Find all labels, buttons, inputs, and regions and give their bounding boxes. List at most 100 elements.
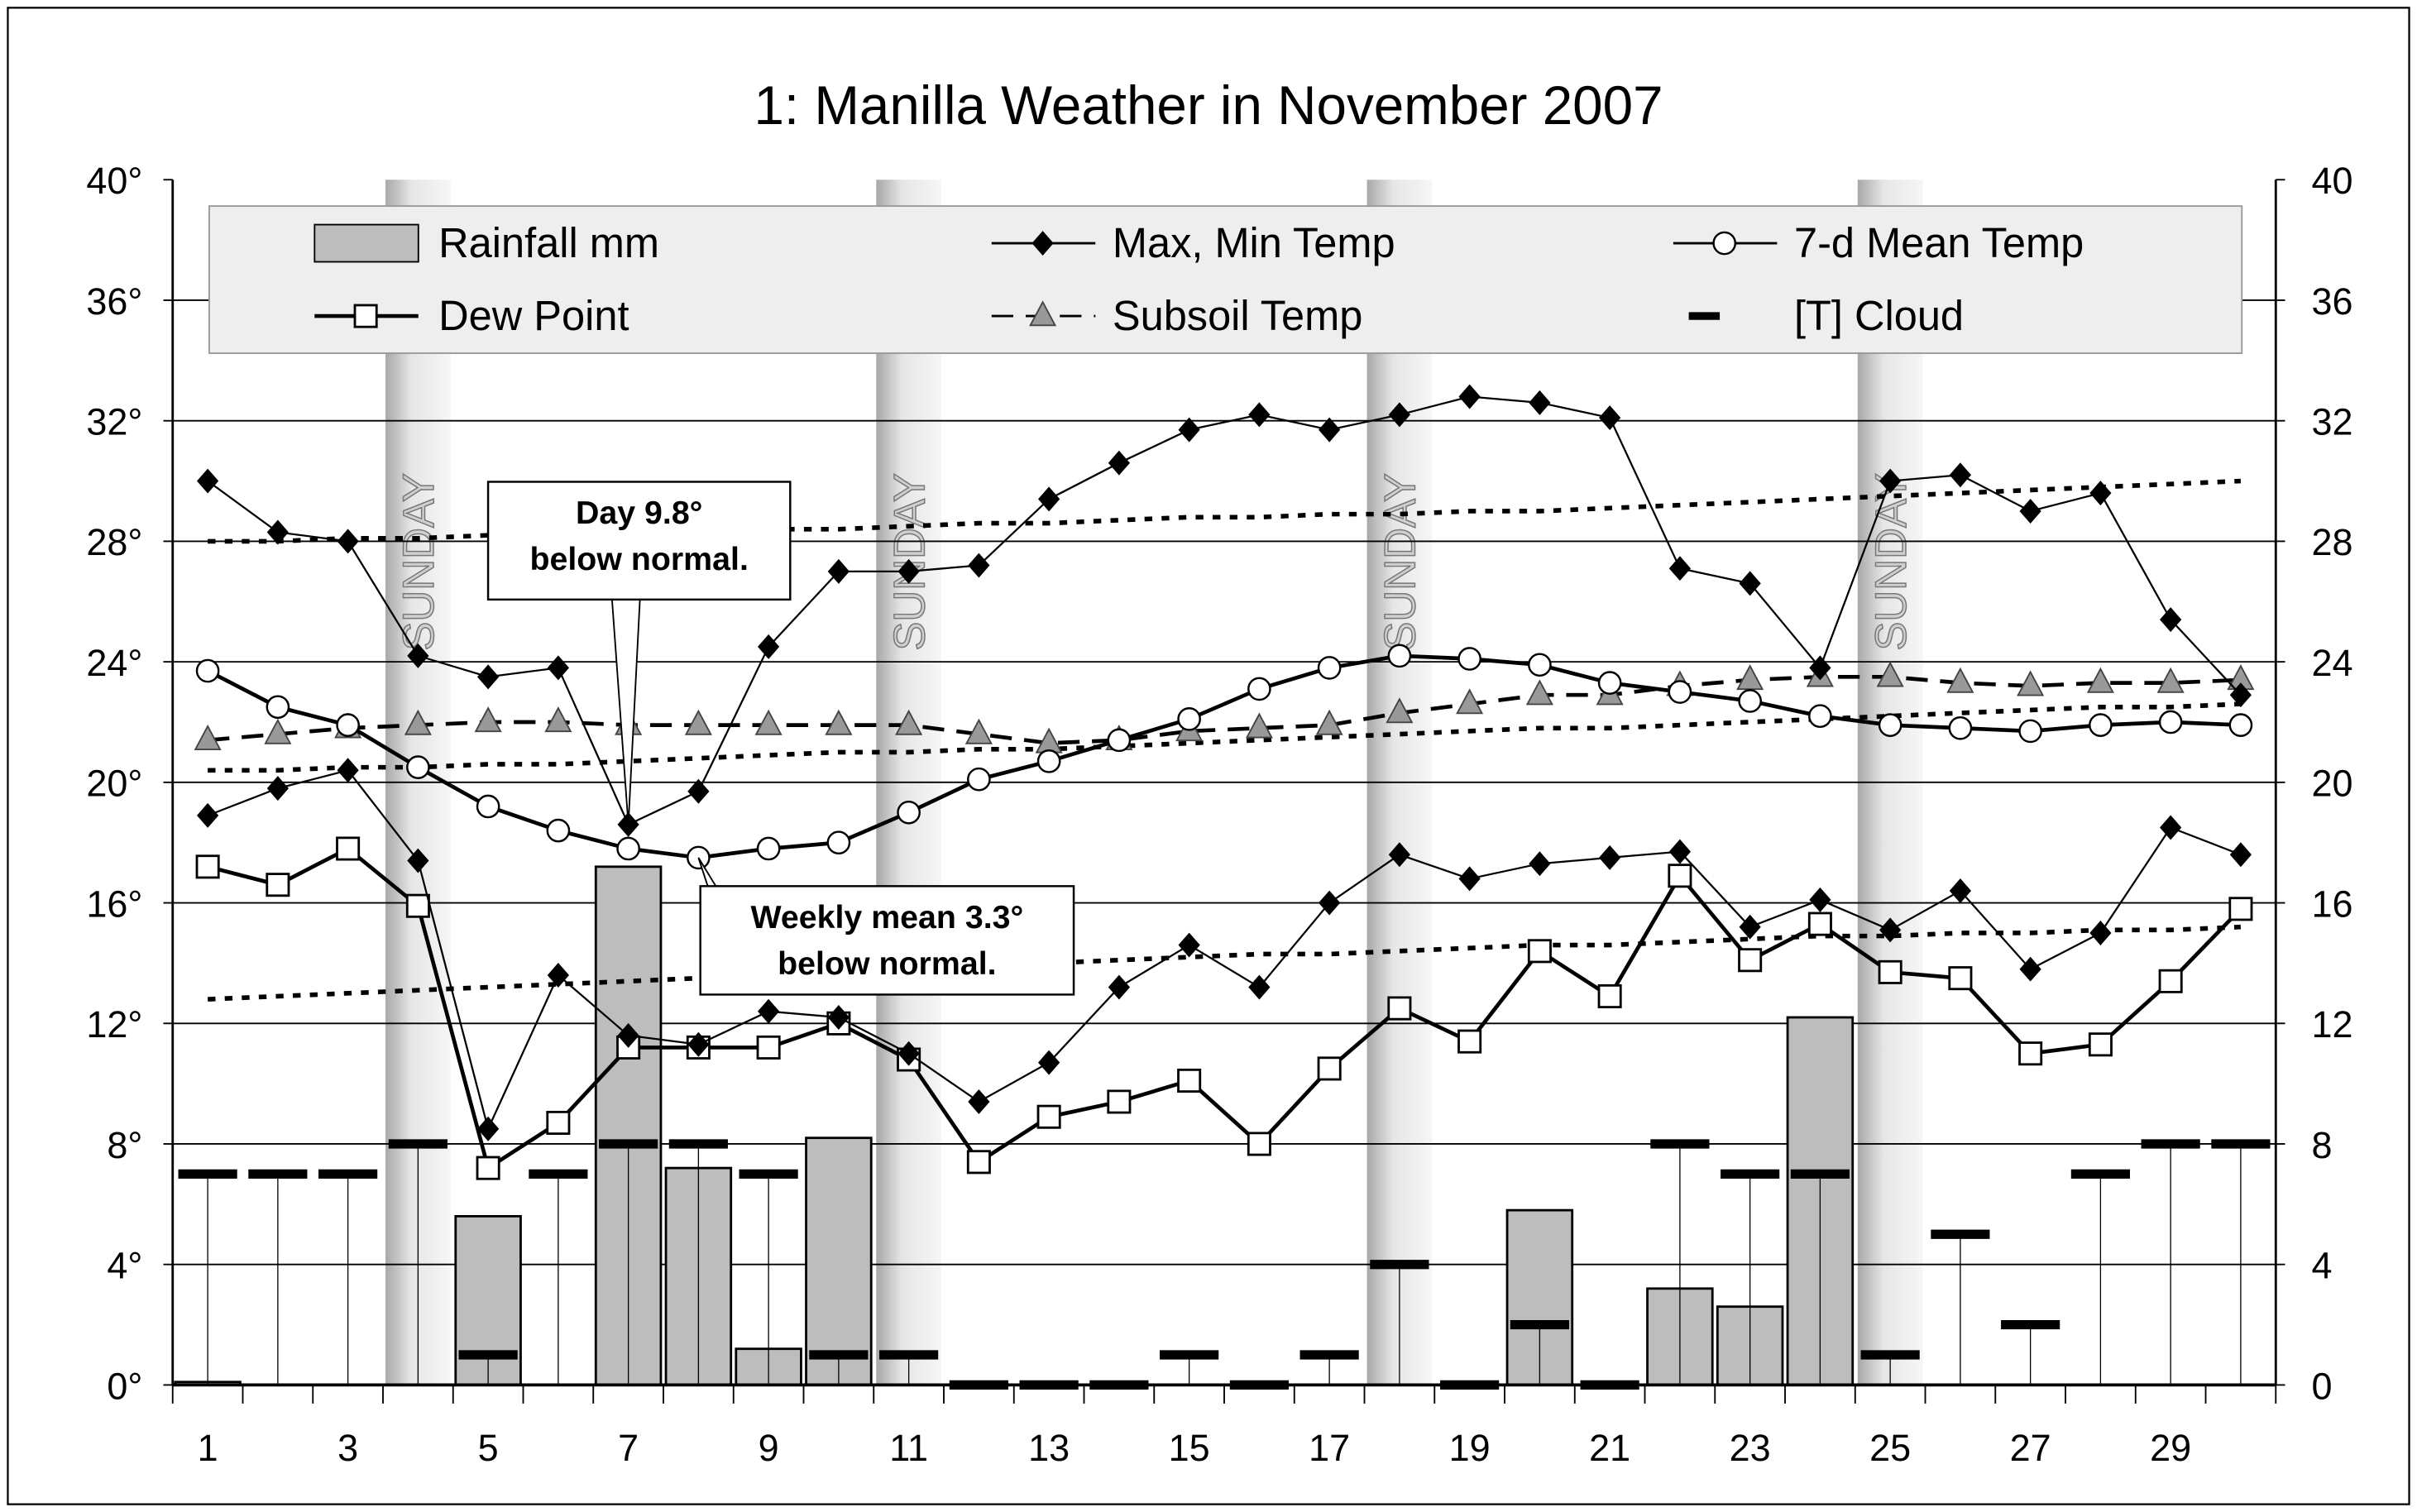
annotation-text: Day 9.8° <box>576 495 702 531</box>
triangle-marker <box>404 709 432 735</box>
diamond-marker <box>197 468 219 494</box>
diamond-marker <box>968 1089 990 1114</box>
circle-marker <box>826 830 851 855</box>
diamond-marker <box>1809 887 1831 912</box>
diamond-marker <box>968 553 990 578</box>
circle-marker <box>1107 728 1132 753</box>
triangle-marker <box>1525 679 1553 706</box>
square-marker <box>1107 1089 1132 1114</box>
diamond-marker <box>266 776 289 801</box>
sunday-label: SUNDAY <box>1377 473 1425 651</box>
y-left-tick-label: 0° <box>107 1365 142 1407</box>
triangle-marker <box>1315 709 1343 735</box>
x-tick-label: 1 <box>198 1427 218 1469</box>
square-marker <box>1247 1132 1271 1156</box>
diamond-marker <box>337 529 359 554</box>
square-marker <box>756 1035 781 1060</box>
square-marker <box>195 854 220 879</box>
legend-label: Rainfall mm <box>438 219 659 266</box>
square-marker <box>1457 1029 1482 1054</box>
circle-marker <box>546 818 571 843</box>
triangle-marker <box>1245 712 1273 739</box>
square-marker <box>1527 939 1552 964</box>
legend-label: Dew Point <box>438 292 629 339</box>
triangle-marker <box>1946 667 1974 693</box>
square-marker <box>1878 959 1902 984</box>
diamond-marker <box>1108 974 1130 1000</box>
diamond-marker <box>1668 839 1692 864</box>
x-tick-label: 27 <box>2010 1427 2051 1469</box>
circle-marker <box>756 836 781 861</box>
square-marker <box>1807 912 1832 936</box>
square-marker <box>1948 966 1973 991</box>
diamond-marker <box>1388 842 1410 868</box>
square-marker <box>2158 969 2183 993</box>
sunday-label: SUNDAY <box>1868 473 1916 651</box>
square-marker <box>1597 983 1622 1009</box>
triangle-marker <box>895 709 923 735</box>
circle-marker <box>1668 680 1692 704</box>
diamond-marker <box>197 802 219 828</box>
circle-marker <box>1948 715 1973 740</box>
circle-marker <box>1457 647 1481 671</box>
x-tick-label: 23 <box>1730 1427 1771 1469</box>
square-marker <box>266 873 290 897</box>
rain-bar <box>805 1136 873 1386</box>
y-right-tick-label: 4 <box>2312 1245 2333 1287</box>
legend-label: Subsoil Temp <box>1113 292 1363 339</box>
diamond-marker <box>758 634 780 659</box>
square-marker <box>336 836 361 861</box>
circle-marker <box>616 836 640 861</box>
legend-label: [T] Cloud <box>1794 292 1964 339</box>
y-left-tick-label: 8° <box>107 1124 142 1166</box>
circle-marker <box>2089 713 2113 737</box>
circle-marker <box>476 794 500 819</box>
annotation-text: below normal. <box>778 945 996 982</box>
legend-label: 7-d Mean Temp <box>1794 219 2084 266</box>
diamond-marker <box>1319 890 1341 916</box>
triangle-marker <box>825 709 853 735</box>
legend-box <box>208 205 2243 354</box>
chart-title: 1: Manilla Weather in November 2007 <box>754 75 1663 136</box>
triangle-marker <box>754 709 783 735</box>
triangle-marker <box>194 724 222 751</box>
circle-marker <box>897 800 921 825</box>
triangle-marker <box>1456 688 1484 715</box>
triangle-marker <box>1876 661 1904 687</box>
diamond-marker <box>1108 450 1130 476</box>
legend-label: Max, Min Temp <box>1113 219 1395 266</box>
y-right-tick-label: 20 <box>2312 763 2353 805</box>
circle-marker <box>1597 671 1622 695</box>
annotation-text: Weekly mean 3.3° <box>750 899 1023 935</box>
circle-marker <box>1528 653 1552 677</box>
diamond-marker <box>2160 607 2182 633</box>
square-marker <box>2228 897 2253 921</box>
triangle-marker <box>544 706 572 733</box>
circle-marker <box>336 713 360 737</box>
diamond-marker <box>1668 556 1692 581</box>
circle-marker <box>195 658 220 683</box>
x-tick-label: 11 <box>889 1427 928 1469</box>
diamond-marker <box>337 758 359 783</box>
square-marker <box>2088 1032 2113 1057</box>
x-tick-label: 19 <box>1449 1427 1491 1469</box>
triangle-marker <box>1029 300 1057 327</box>
diamond-marker <box>1599 405 1621 431</box>
diamond-marker <box>1388 402 1410 428</box>
x-tick-label: 29 <box>2150 1427 2191 1469</box>
y-left-tick-label: 36° <box>86 280 142 323</box>
legend-swatch-rain <box>313 223 419 263</box>
triangle-marker <box>2156 667 2185 693</box>
annotation-pointer <box>610 599 641 825</box>
circle-marker <box>1712 231 1737 256</box>
circle-marker <box>967 767 991 792</box>
diamond-marker <box>1458 384 1481 409</box>
circle-marker <box>1036 749 1061 773</box>
y-left-tick-label: 20° <box>86 763 142 805</box>
diamond-marker <box>1038 486 1060 512</box>
diamond-marker <box>547 963 569 988</box>
y-left-tick-label: 24° <box>86 642 142 684</box>
square-marker <box>1738 948 1763 973</box>
x-tick-label: 3 <box>337 1427 358 1469</box>
circle-marker <box>1247 677 1271 701</box>
